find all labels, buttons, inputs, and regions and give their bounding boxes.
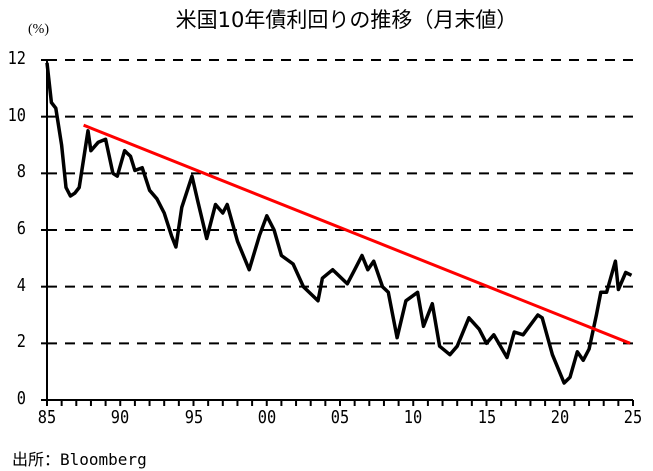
x-tick-label: 85 <box>37 407 57 428</box>
y-tick-label: 8 <box>16 161 26 183</box>
trend-line <box>83 123 631 345</box>
x-tick-label: 15 <box>477 407 496 428</box>
x-tick-label: 95 <box>184 407 203 428</box>
y-tick-label: 0 <box>16 388 26 409</box>
chart-title: 米国10年債利回りの推移（月末値） <box>175 8 518 32</box>
y-tick-label: 12 <box>7 48 27 69</box>
x-tick-label: 25 <box>623 407 643 428</box>
x-tick-label: 90 <box>111 407 130 428</box>
y-tick-label: 10 <box>7 104 27 126</box>
y-tick-label: 2 <box>16 331 26 353</box>
y-tick-label: 4 <box>16 274 26 296</box>
x-tick-label: 05 <box>330 407 350 428</box>
y-tick-label: 6 <box>16 218 26 239</box>
x-tick-label: 00 <box>257 407 276 428</box>
y-axis-unit: (%) <box>28 22 49 37</box>
x-tick-label: 20 <box>550 407 569 428</box>
x-tick-label: 10 <box>404 407 423 428</box>
source-note: 出所：Bloomberg <box>12 450 147 469</box>
yield-line <box>45 62 633 385</box>
